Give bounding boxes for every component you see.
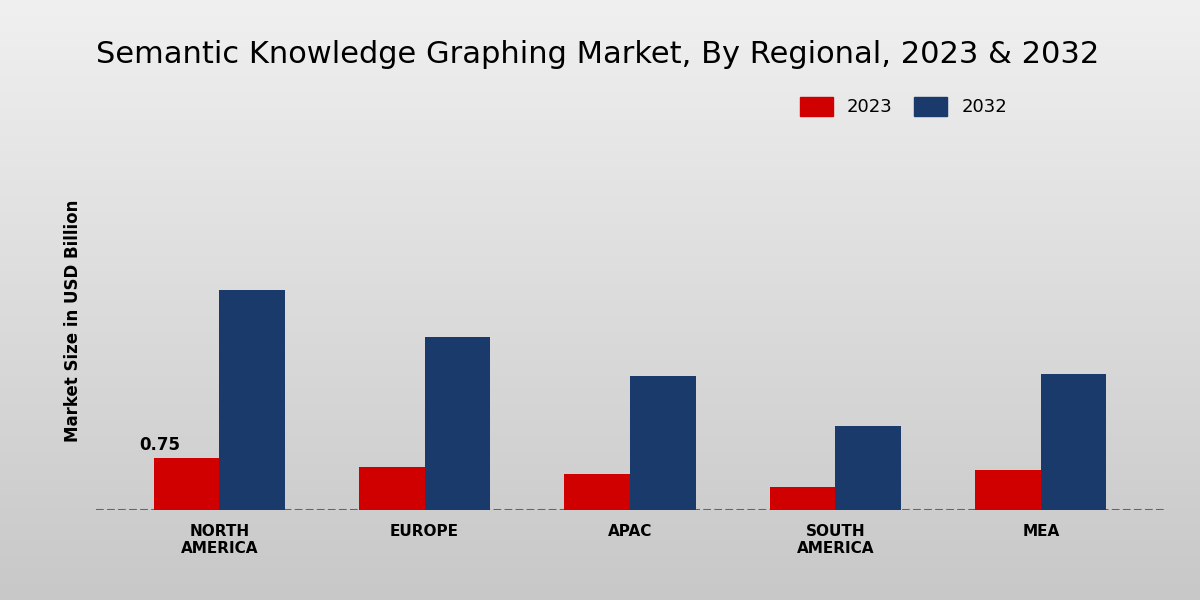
- Bar: [976, 470, 1040, 510]
- Text: 0.75: 0.75: [139, 436, 180, 454]
- Bar: [220, 290, 284, 510]
- Bar: [1040, 374, 1106, 510]
- Text: Semantic Knowledge Graphing Market, By Regional, 2023 & 2032: Semantic Knowledge Graphing Market, By R…: [96, 40, 1099, 68]
- Bar: [359, 467, 425, 510]
- Y-axis label: Market Size in USD Billion: Market Size in USD Billion: [64, 200, 82, 442]
- Bar: [564, 473, 630, 510]
- Legend: 2023, 2032: 2023, 2032: [791, 88, 1016, 125]
- Bar: [425, 337, 491, 510]
- Bar: [835, 426, 901, 510]
- Bar: [630, 376, 696, 510]
- Bar: [154, 458, 220, 510]
- Bar: [769, 487, 835, 510]
